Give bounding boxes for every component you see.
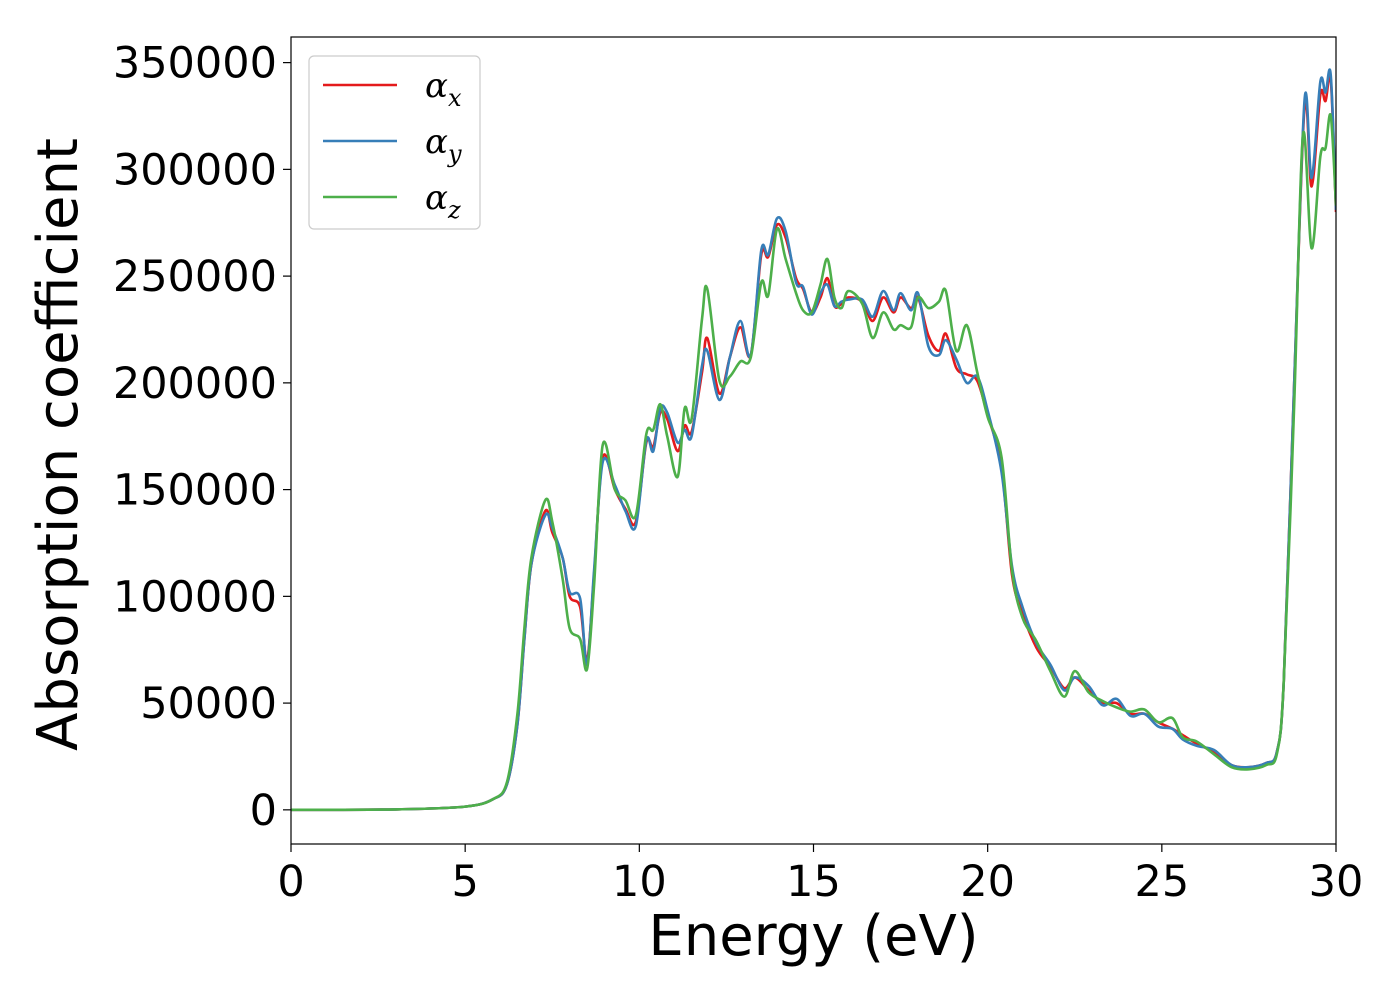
y-tick-label: 350000 — [113, 39, 277, 89]
legend-label: αx — [425, 66, 462, 112]
x-tick-label: 5 — [451, 857, 478, 907]
x-tick-label: 30 — [1309, 857, 1364, 907]
legend-subscript: y — [447, 140, 462, 168]
y-axis-label: Absorption coefficient — [26, 138, 91, 751]
y-tick-label: 150000 — [113, 466, 277, 516]
plot-lines — [291, 68, 1336, 812]
legend-label: αz — [425, 178, 461, 224]
x-tick-label: 10 — [612, 857, 667, 907]
y-tick-label: 300000 — [113, 145, 277, 195]
x-axis-ticks: 0 5 10 15 20 25 30 — [277, 844, 1363, 907]
y-tick-label: 100000 — [113, 572, 277, 622]
y-tick-label: 200000 — [113, 359, 277, 409]
x-tick-label: 0 — [277, 857, 304, 907]
legend-symbol: α — [425, 66, 448, 106]
legend-subscript: x — [448, 84, 462, 112]
y-tick-label: 0 — [250, 786, 277, 836]
x-tick-label: 20 — [960, 857, 1015, 907]
y-tick-label: 250000 — [113, 252, 277, 302]
legend-subscript: z — [447, 196, 461, 224]
x-tick-label: 25 — [1134, 857, 1189, 907]
legend-frame — [308, 55, 481, 230]
legend-label: αy — [425, 122, 462, 168]
series-line-z — [291, 113, 1336, 812]
y-axis-ticks: 0 50000 100000 150000 200000 250000 300000 3500… — [113, 39, 291, 836]
x-tick-label: 15 — [786, 857, 841, 907]
x-axis-label: Energy (eV) — [648, 904, 978, 969]
legend-symbol: α — [425, 178, 448, 218]
legend-symbol: α — [425, 122, 448, 162]
y-tick-label: 50000 — [140, 679, 277, 729]
